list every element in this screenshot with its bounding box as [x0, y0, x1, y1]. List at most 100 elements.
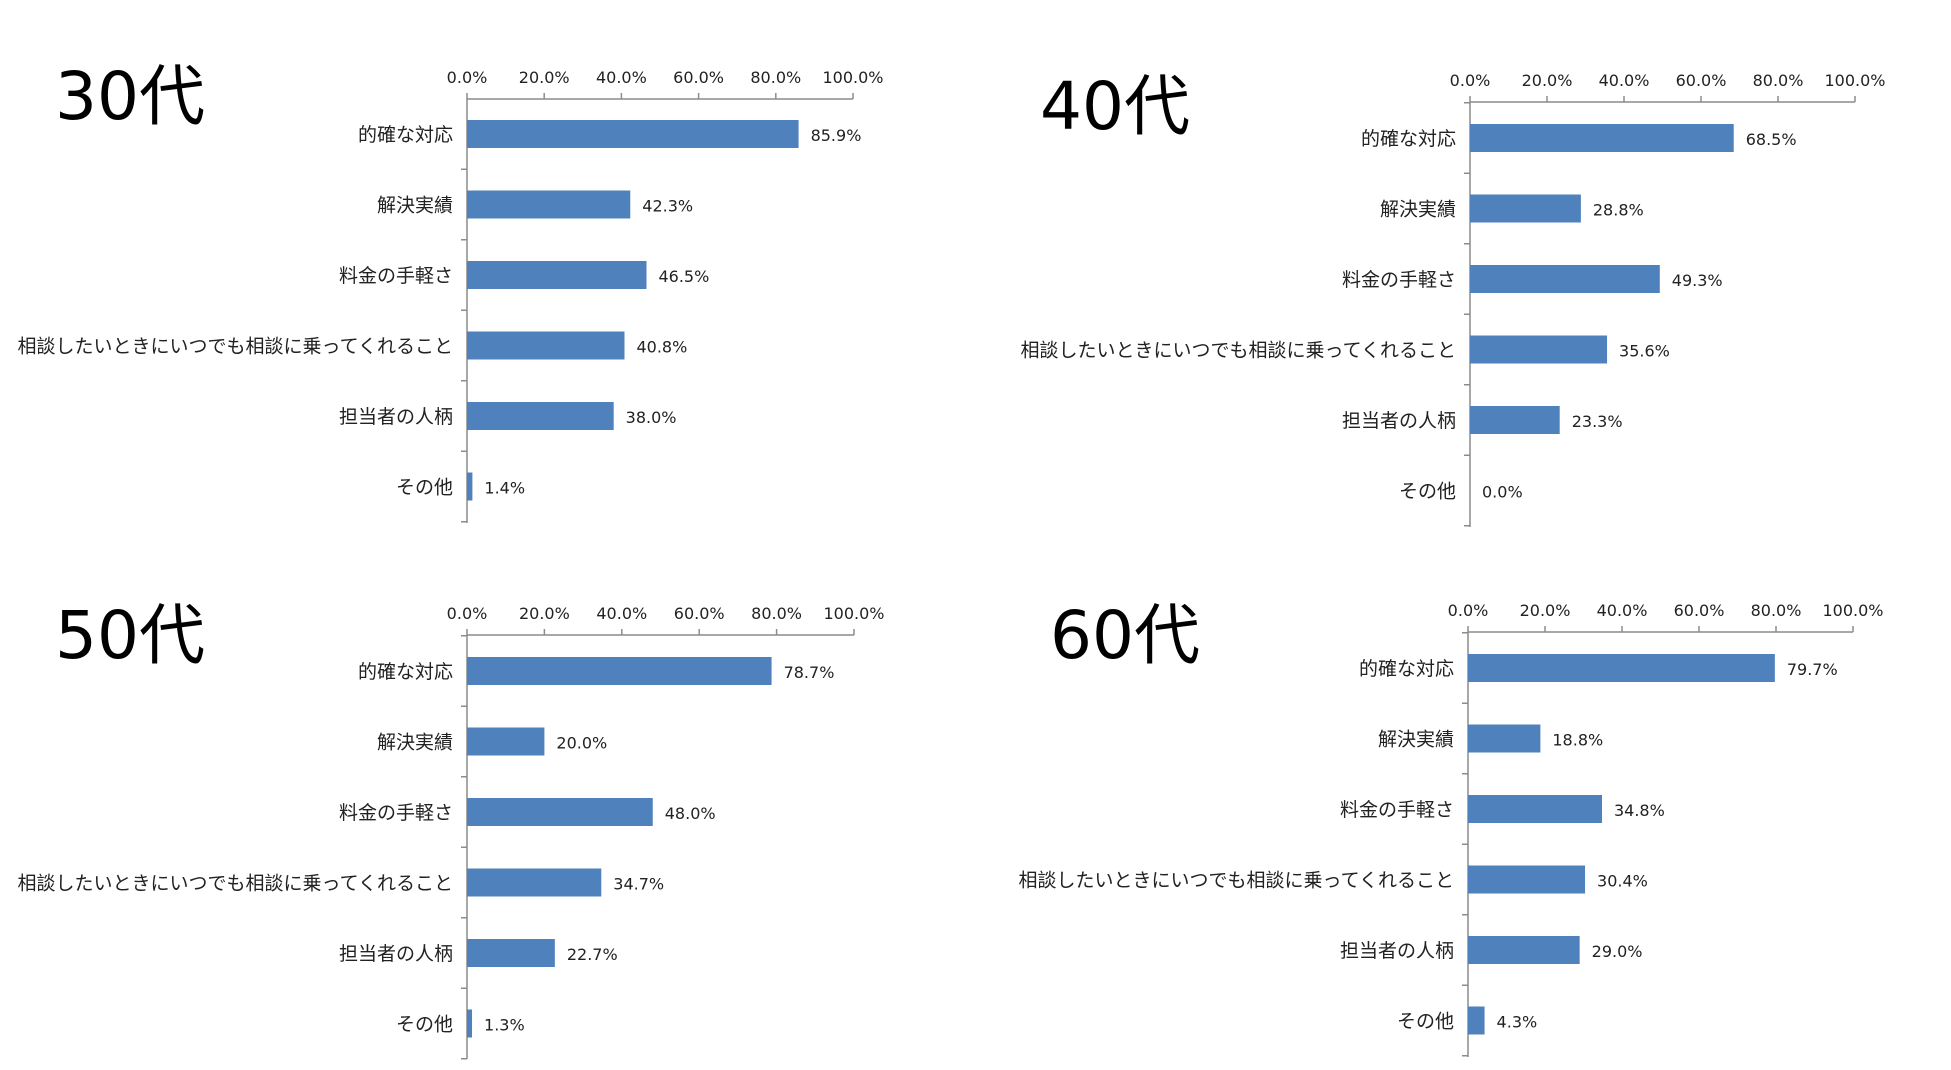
- data-label: 4.3%: [1497, 1013, 1538, 1032]
- x-tick-label: 60.0%: [673, 68, 724, 87]
- x-tick-label: 60.0%: [1674, 601, 1725, 620]
- category-label: 担当者の人柄: [1340, 940, 1454, 962]
- bar-chart-40s: 0.0% 20.0% 40.0% 60.0% 80.0% 100.0% 的確な対応 68.5%…: [1021, 71, 1886, 527]
- bar: [467, 657, 772, 685]
- chart-panel-50s: 50代 0.0% 20.0% 40.0% 60.0% 80.0% 100.0% 的確な対応 7…: [0, 535, 975, 1070]
- category-label: 解決実績: [377, 732, 453, 754]
- x-tick-label: 40.0%: [1597, 601, 1648, 620]
- bar: [467, 868, 602, 897]
- x-tick-label: 20.0%: [1520, 601, 1571, 620]
- chart-title: 40代: [1040, 68, 1190, 145]
- bar-chart-60s: 0.0% 20.0% 40.0% 60.0% 80.0% 100.0% 的確な対応 79.7%…: [1019, 601, 1884, 1057]
- bar-chart-30s: 0.0% 20.0% 40.0% 60.0% 80.0% 100.0% 的確な対応 85.9%…: [18, 68, 884, 523]
- category-label: 相談したいときにいつでも相談に乗ってくれること: [18, 336, 453, 358]
- bar: [1470, 265, 1660, 293]
- chart-panel-40s: 40代 0.0% 20.0% 40.0% 60.0% 80.0% 100.0% 的確な対応 6…: [975, 0, 1950, 535]
- data-label: 40.8%: [636, 338, 687, 357]
- x-tick-label: 20.0%: [519, 68, 570, 87]
- bar: [1468, 654, 1775, 682]
- x-tick-label: 80.0%: [1751, 601, 1802, 620]
- data-label: 85.9%: [811, 126, 862, 145]
- x-tick-label: 0.0%: [447, 604, 488, 623]
- x-tick-label: 60.0%: [1676, 71, 1727, 90]
- data-label: 20.0%: [556, 734, 607, 753]
- data-label: 68.5%: [1746, 130, 1797, 149]
- x-tick-label: 40.0%: [596, 68, 647, 87]
- data-label: 34.7%: [613, 875, 664, 894]
- data-label: 35.6%: [1619, 342, 1670, 361]
- data-label: 0.0%: [1482, 483, 1523, 502]
- x-tick-label: 40.0%: [596, 604, 647, 623]
- category-label: 相談したいときにいつでも相談に乗ってくれること: [1021, 340, 1456, 362]
- x-tick-label: 0.0%: [447, 68, 488, 87]
- x-tick-label: 0.0%: [1448, 601, 1489, 620]
- category-label: 料金の手軽さ: [339, 265, 453, 287]
- x-tick-label: 80.0%: [1753, 71, 1804, 90]
- bar: [467, 472, 473, 501]
- bar: [467, 727, 545, 756]
- category-label: 相談したいときにいつでも相談に乗ってくれること: [1019, 870, 1454, 892]
- x-tick-label: 80.0%: [750, 68, 801, 87]
- category-label: その他: [1399, 481, 1456, 503]
- x-tick-label: 100.0%: [823, 604, 884, 623]
- x-tick-label: 0.0%: [1450, 71, 1491, 90]
- bar: [1468, 724, 1541, 753]
- bar: [467, 1009, 473, 1038]
- bar-chart-50s: 0.0% 20.0% 40.0% 60.0% 80.0% 100.0% 的確な対応 78.7%…: [18, 604, 885, 1060]
- bar: [1468, 795, 1602, 823]
- data-label: 78.7%: [784, 663, 835, 682]
- data-label: 23.3%: [1572, 412, 1623, 431]
- bar: [1468, 936, 1580, 964]
- x-tick-label: 60.0%: [674, 604, 725, 623]
- category-label: 担当者の人柄: [1342, 410, 1456, 432]
- data-label: 46.5%: [658, 267, 709, 286]
- category-label: 的確な対応: [358, 661, 453, 683]
- x-tick-label: 20.0%: [519, 604, 570, 623]
- bar: [1468, 1006, 1485, 1035]
- category-label: その他: [1397, 1011, 1454, 1033]
- x-tick-label: 100.0%: [1822, 601, 1883, 620]
- chart-title: 30代: [55, 58, 205, 135]
- data-label: 30.4%: [1597, 872, 1648, 891]
- category-label: 解決実績: [377, 195, 453, 217]
- x-tick-label: 40.0%: [1599, 71, 1650, 90]
- data-label: 1.3%: [484, 1016, 525, 1035]
- category-label: 相談したいときにいつでも相談に乗ってくれること: [18, 873, 453, 895]
- data-label: 18.8%: [1552, 731, 1603, 750]
- category-label: 解決実績: [1378, 729, 1454, 751]
- data-label: 34.8%: [1614, 801, 1665, 820]
- data-label: 1.4%: [484, 479, 525, 498]
- bar: [1470, 335, 1608, 364]
- x-tick-label: 100.0%: [822, 68, 883, 87]
- chart-panel-60s: 60代 0.0% 20.0% 40.0% 60.0% 80.0% 100.0% 的確な対応 7…: [975, 535, 1950, 1070]
- chart-title: 60代: [1050, 597, 1200, 674]
- category-label: 的確な対応: [358, 124, 453, 146]
- bar: [467, 939, 555, 967]
- bar: [1470, 406, 1560, 434]
- bar: [1470, 194, 1581, 223]
- category-label: その他: [396, 1014, 453, 1036]
- category-label: 担当者の人柄: [339, 943, 453, 965]
- bar: [467, 261, 647, 289]
- bar: [467, 331, 625, 360]
- category-label: その他: [396, 477, 453, 499]
- chart-title: 50代: [55, 597, 205, 674]
- x-tick-label: 100.0%: [1824, 71, 1885, 90]
- data-label: 42.3%: [642, 197, 693, 216]
- x-tick-label: 20.0%: [1522, 71, 1573, 90]
- category-label: 担当者の人柄: [339, 406, 453, 428]
- category-label: 解決実績: [1380, 199, 1456, 221]
- chart-panel-30s: 30代 0.0% 20.0% 40.0% 60.0% 80.0% 100.0% 的確な対応 8…: [0, 0, 975, 535]
- data-label: 49.3%: [1672, 271, 1723, 290]
- category-label: 的確な対応: [1359, 658, 1454, 680]
- category-label: 料金の手軽さ: [1340, 799, 1454, 821]
- data-label: 48.0%: [665, 804, 716, 823]
- bar: [467, 798, 653, 826]
- category-label: 的確な対応: [1361, 128, 1456, 150]
- category-label: 料金の手軽さ: [1342, 269, 1456, 291]
- bar: [467, 402, 614, 430]
- bar: [1468, 865, 1586, 894]
- x-tick-label: 80.0%: [751, 604, 802, 623]
- data-label: 38.0%: [626, 408, 677, 427]
- data-label: 79.7%: [1787, 660, 1838, 679]
